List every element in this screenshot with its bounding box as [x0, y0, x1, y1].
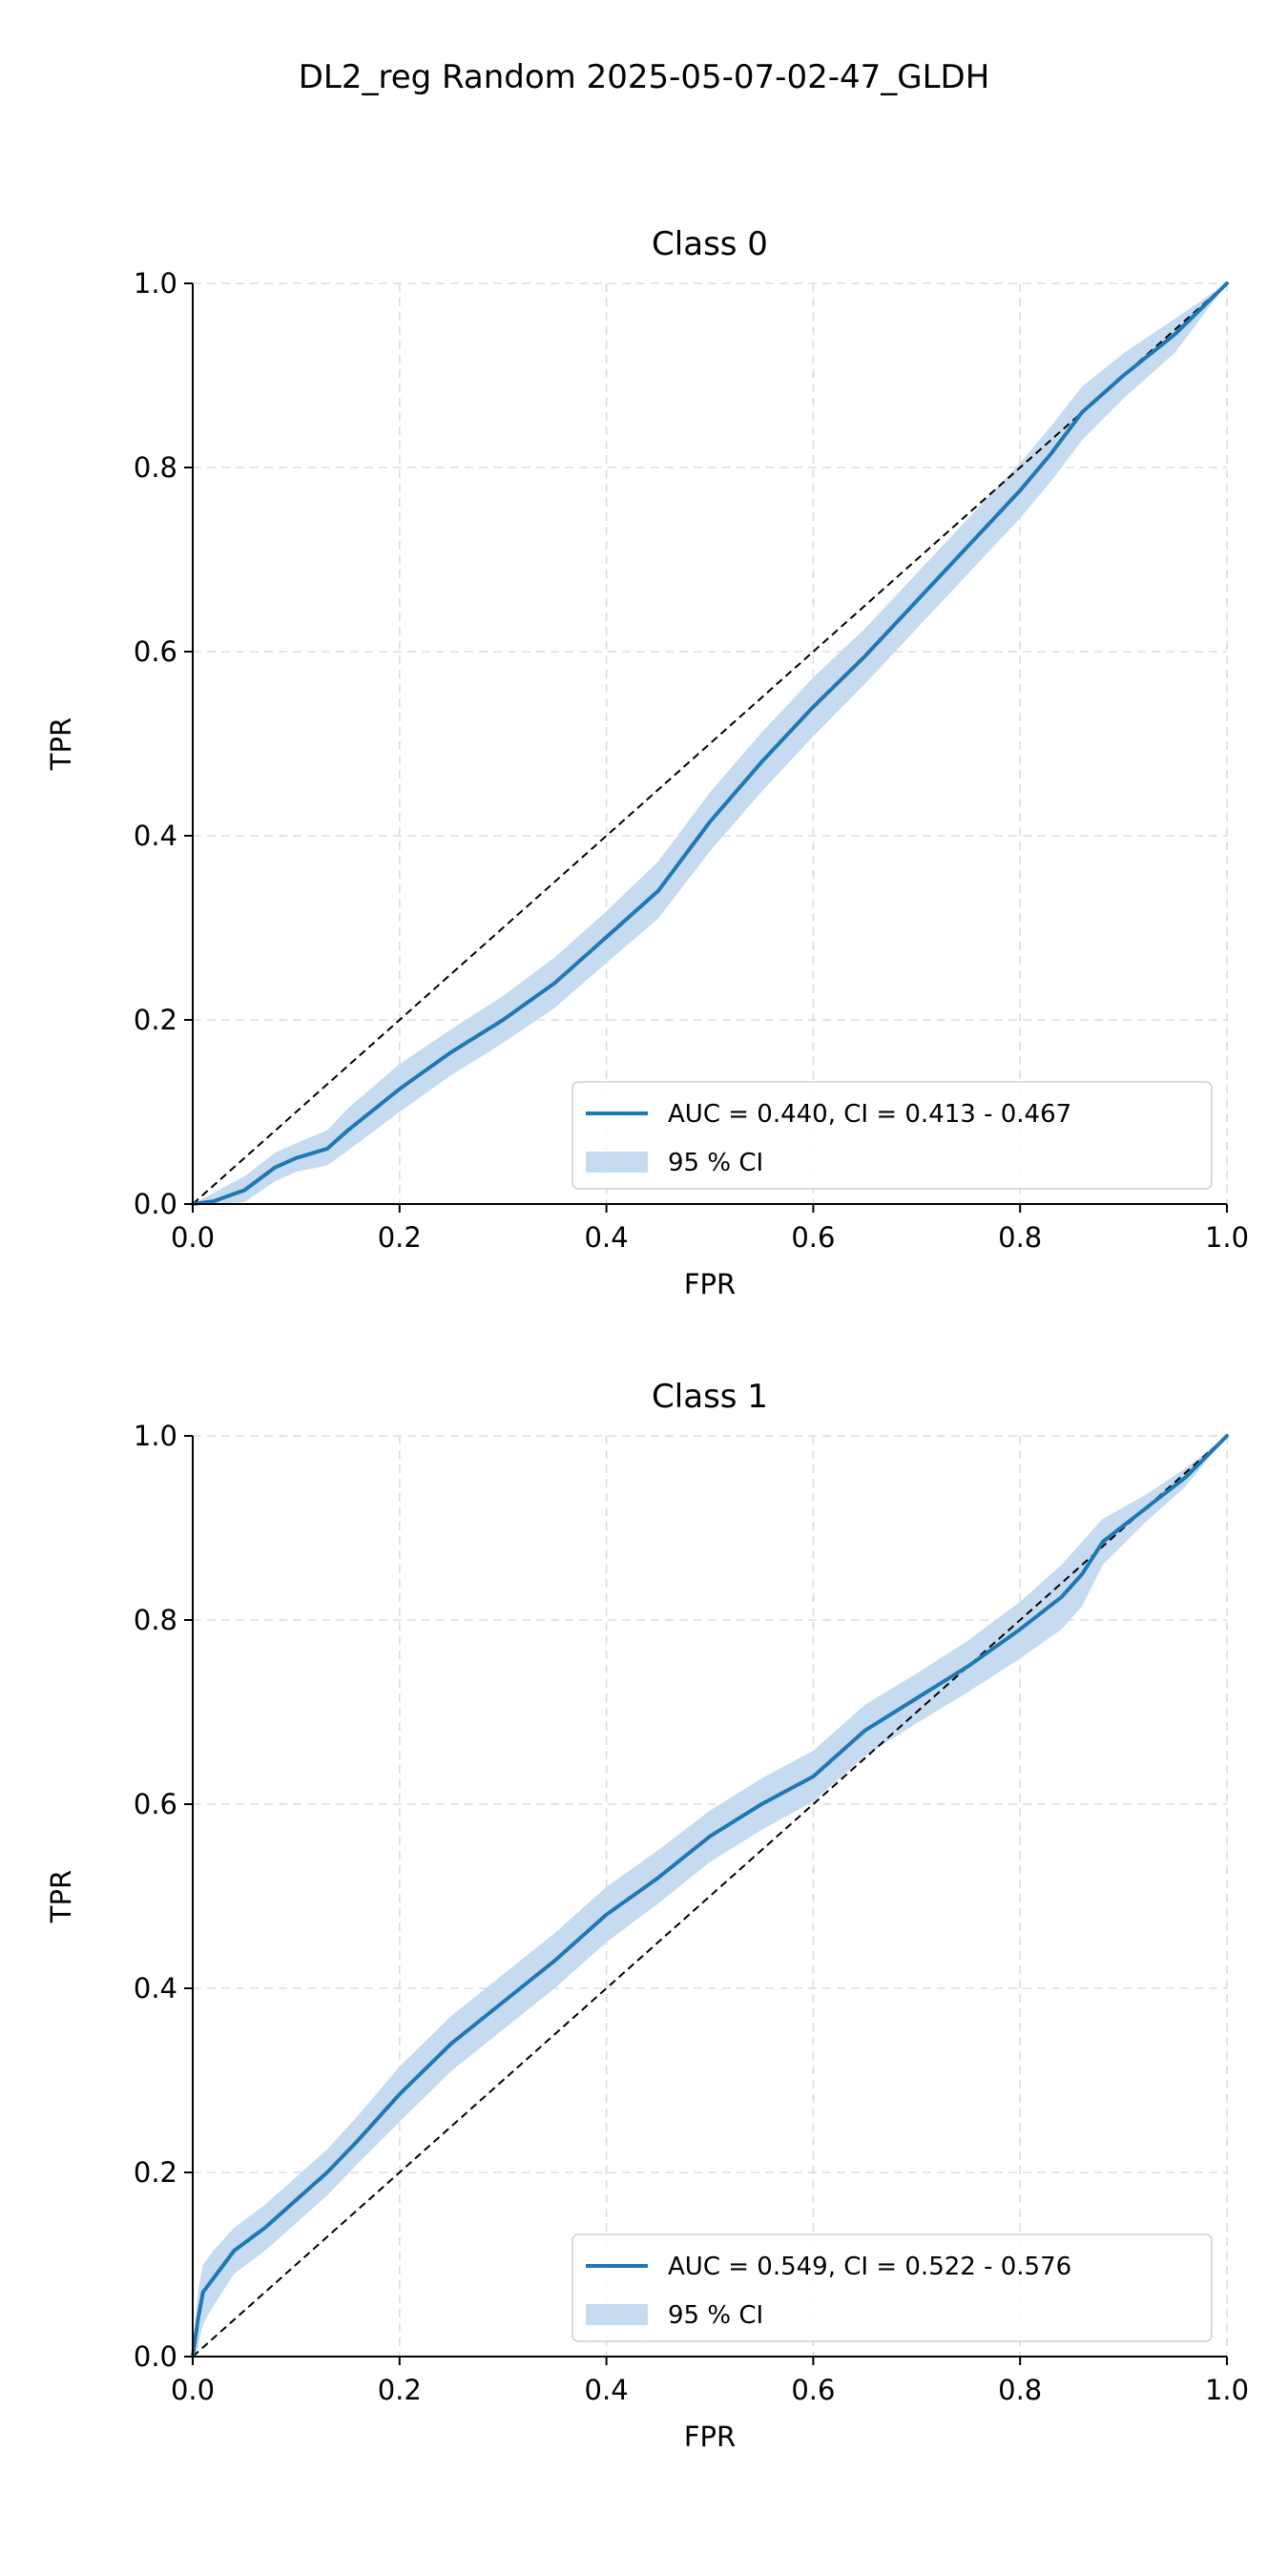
x-tick-label: 0.6 — [791, 2374, 835, 2406]
y-tick-label: 0.0 — [134, 2340, 177, 2373]
x-tick-label: 0.6 — [791, 1221, 835, 1254]
x-axis-label: FPR — [684, 2420, 736, 2453]
x-tick-label: 0.4 — [585, 2374, 629, 2406]
legend-label: AUC = 0.549, CI = 0.522 - 0.576 — [668, 2253, 1071, 2281]
x-tick-label: 0.0 — [171, 2374, 215, 2406]
legend: AUC = 0.549, CI = 0.522 - 0.576 95 % CI — [571, 2233, 1213, 2342]
legend-box — [571, 2233, 1213, 2342]
panel-title: Class 1 — [652, 1378, 768, 1416]
legend-label: AUC = 0.440, CI = 0.413 - 0.467 — [668, 1100, 1071, 1129]
x-tick-label: 0.2 — [378, 1221, 422, 1254]
roc-panel-class-1: 0.0 0.2 0.4 0.6 0.8 1.0 0.0 0.2 0.4 0.6 0.8 1.0 Clas… — [45, 1378, 1249, 2453]
legend-swatch-ci — [586, 2304, 648, 2325]
y-axis-label: TPR — [45, 1870, 77, 1923]
y-tick-label: 0.0 — [134, 1188, 177, 1220]
y-tick-label: 0.4 — [134, 1972, 177, 2005]
y-tick-label: 0.6 — [134, 635, 177, 668]
legend-box — [571, 1081, 1213, 1190]
y-tick-label: 0.6 — [134, 1788, 177, 1820]
x-tick-label: 0.8 — [998, 2374, 1042, 2406]
y-axis-label: TPR — [45, 717, 77, 771]
y-tick-label: 0.2 — [134, 1004, 177, 1036]
legend: AUC = 0.440, CI = 0.413 - 0.467 95 % CI — [571, 1081, 1213, 1190]
figure-title: DL2_reg Random 2025-05-07-02-47_GLDH — [299, 58, 990, 96]
roc-curve-line — [191, 1434, 1229, 2358]
y-tick-label: 1.0 — [134, 267, 177, 300]
roc-curve-line — [191, 281, 1229, 1206]
y-tick-label: 0.2 — [134, 2156, 177, 2189]
x-tick-label: 0.2 — [378, 2374, 422, 2406]
x-tick-label: 0.4 — [585, 1221, 629, 1254]
x-tick-label: 1.0 — [1205, 2374, 1249, 2406]
chance-diagonal-line — [192, 1435, 1228, 2358]
y-tick-label: 0.4 — [134, 820, 177, 852]
y-tick-label: 0.8 — [134, 451, 177, 484]
panel-title: Class 0 — [652, 225, 768, 263]
roc-panel-class-0: 0.0 0.2 0.4 0.6 0.8 1.0 0.0 0.2 0.4 0.6 0.8 1.0 Clas… — [45, 225, 1249, 1300]
x-tick-label: 0.0 — [171, 1221, 215, 1254]
legend-swatch-ci — [586, 1152, 648, 1173]
x-axis-label: FPR — [684, 1268, 736, 1300]
legend-label: 95 % CI — [668, 1149, 763, 1177]
chance-diagonal-line — [192, 282, 1228, 1205]
y-tick-label: 0.8 — [134, 1604, 177, 1636]
x-tick-label: 1.0 — [1205, 1221, 1249, 1254]
legend-label: 95 % CI — [668, 2301, 763, 2330]
y-tick-label: 1.0 — [134, 1420, 177, 1452]
x-tick-label: 0.8 — [998, 1221, 1042, 1254]
